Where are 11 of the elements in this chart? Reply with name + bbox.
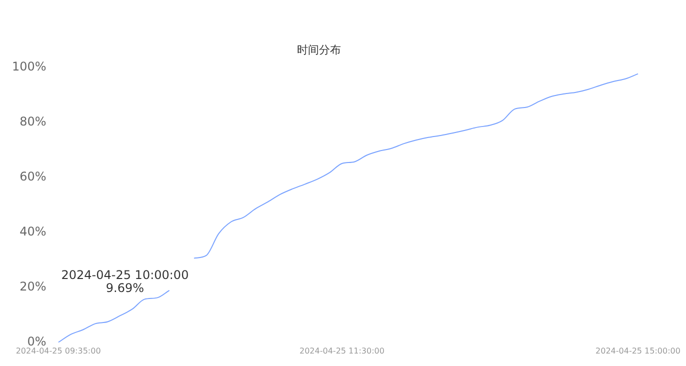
y-tick-label: 100%: [12, 59, 46, 74]
chart-title: 时间分布: [297, 43, 341, 56]
annotation: 2024-04-25 10:00:00 9.69%: [61, 268, 189, 295]
y-tick-label: 80%: [20, 114, 46, 128]
y-tick-label: 60%: [20, 169, 46, 184]
x-tick-label: 2024-04-25 09:35:00: [16, 346, 101, 356]
y-tick-label: 0%: [27, 334, 46, 349]
y-tick-label: 20%: [20, 279, 46, 294]
y-tick-label: 40%: [20, 224, 46, 238]
x-tick-label: 2024-04-25 15:00:00: [596, 346, 680, 356]
x-tick-label: 2024-04-25 11:30:00: [300, 346, 384, 356]
